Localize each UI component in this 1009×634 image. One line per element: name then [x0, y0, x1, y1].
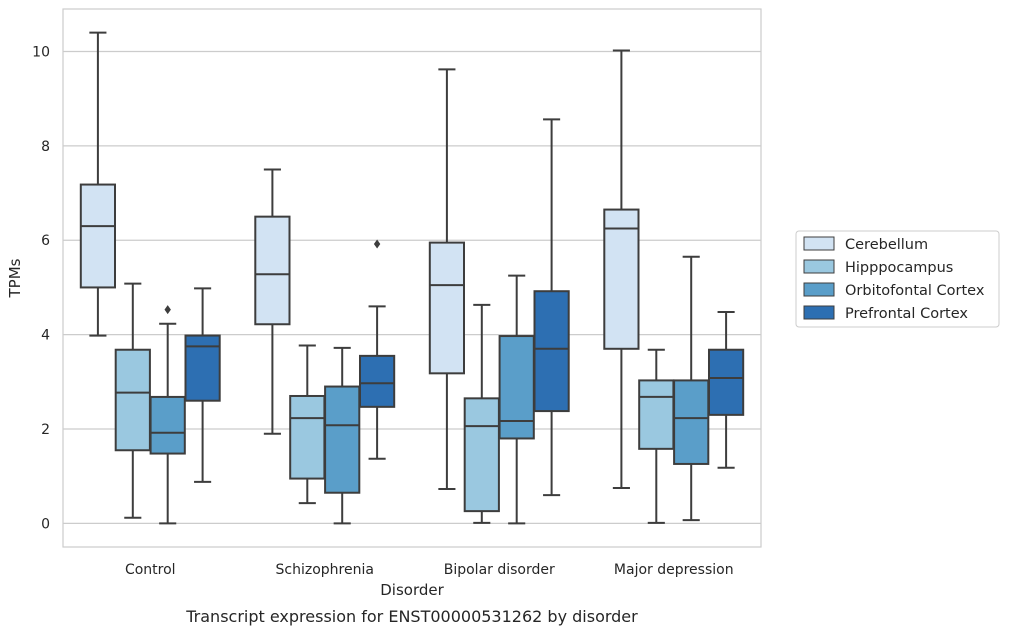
y-axis-title: TPMs: [6, 258, 24, 298]
box-cerebellum: [79, 31, 117, 337]
box-prefrontal-cortex: [533, 118, 570, 497]
box-orbitofontal-cortex: [498, 274, 535, 525]
x-tick-label: Bipolar disorder: [444, 562, 555, 578]
box-cerebellum: [254, 168, 291, 435]
box-body: [638, 379, 675, 450]
y-tick-label: 4: [41, 328, 50, 344]
box-body: [533, 290, 570, 413]
legend-label: Orbitofontal Cortex: [845, 283, 985, 299]
box-body: [184, 334, 221, 402]
box-body: [324, 385, 361, 494]
legend-swatch: [803, 236, 835, 251]
box-body: [289, 394, 326, 480]
x-tick-label: Control: [125, 562, 176, 578]
x-tick-labels: Control Schizophrenia Bipolar disorder Majo…: [125, 562, 734, 578]
legend: Cerebellum Hipppocampus Orbitofontal Corte…: [795, 230, 1000, 328]
box-hipppocampus: [114, 282, 151, 519]
box-body: [498, 335, 535, 440]
y-tick-label: 2: [41, 422, 50, 438]
box-body: [428, 241, 466, 375]
box-orbitofontal-cortex: [149, 305, 186, 525]
box-body: [114, 348, 151, 452]
legend-item: Hipppocampus: [803, 259, 953, 276]
y-tick-labels: 0 2 4 6 8 10: [32, 44, 50, 532]
box-body: [358, 354, 396, 408]
legend-swatch: [803, 259, 835, 274]
box-orbitofontal-cortex: [324, 346, 361, 525]
box-body: [149, 395, 186, 455]
x-tick-label: Schizophrenia: [276, 562, 374, 578]
legend-item: Cerebellum: [803, 236, 928, 253]
box-prefrontal-cortex: [707, 310, 745, 469]
x-tick-label: Major depression: [614, 562, 734, 578]
box-body: [707, 348, 745, 416]
plot-frame: [62, 8, 762, 548]
legend-frame: [795, 230, 1000, 328]
y-tick-label: 8: [41, 139, 50, 155]
box-body: [254, 215, 291, 326]
legend-item: Orbitofontal Cortex: [803, 282, 985, 299]
outlier-marker: [164, 305, 171, 315]
box-hipppocampus: [289, 344, 326, 505]
legend-swatch: [803, 305, 835, 320]
x-axis-title: Disorder: [380, 581, 444, 599]
legend-label: Hipppocampus: [845, 260, 953, 276]
box-prefrontal-cortex: [358, 239, 396, 460]
legend-label: Prefrontal Cortex: [845, 306, 968, 322]
box-cerebellum: [428, 68, 466, 490]
legend-item: Prefrontal Cortex: [803, 305, 968, 322]
box-hipppocampus: [463, 303, 500, 524]
y-tick-label: 10: [32, 44, 50, 60]
outlier-marker: [373, 239, 381, 249]
box-body: [79, 183, 117, 289]
box-hipppocampus: [638, 348, 675, 524]
box-body: [463, 397, 500, 513]
box-body: [673, 379, 710, 465]
box-orbitofontal-cortex: [673, 255, 710, 522]
legend-label: Cerebellum: [845, 237, 928, 253]
y-tick-label: 6: [41, 233, 50, 249]
box-series: [79, 31, 745, 525]
box-cerebellum: [603, 49, 640, 490]
box-prefrontal-cortex: [184, 287, 221, 483]
chart-caption: Transcript expression for ENST0000053126…: [185, 607, 638, 626]
y-tick-label: 0: [41, 516, 50, 532]
legend-swatch: [803, 282, 835, 297]
box-body: [603, 208, 640, 350]
